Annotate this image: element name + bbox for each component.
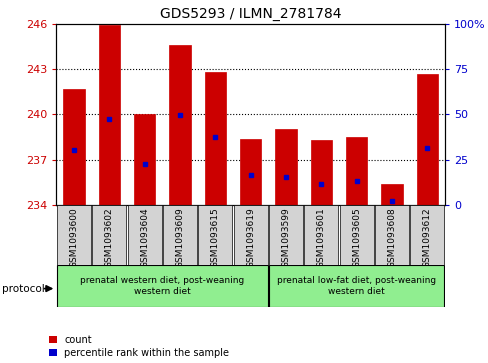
- Bar: [63, 89, 84, 205]
- Text: protocol: protocol: [2, 284, 45, 294]
- Text: GSM1093604: GSM1093604: [140, 207, 149, 268]
- Bar: [240, 139, 261, 205]
- Text: GSM1093599: GSM1093599: [281, 207, 290, 268]
- Bar: [169, 45, 190, 205]
- Bar: [134, 114, 155, 205]
- Bar: [339, 205, 373, 265]
- Text: GSM1093612: GSM1093612: [422, 207, 431, 268]
- Bar: [275, 130, 296, 205]
- Bar: [99, 25, 120, 205]
- Text: GSM1093605: GSM1093605: [351, 207, 361, 268]
- Bar: [57, 205, 91, 265]
- Bar: [57, 265, 267, 307]
- Bar: [310, 140, 331, 205]
- Bar: [381, 184, 402, 205]
- Text: GSM1093601: GSM1093601: [316, 207, 325, 268]
- Bar: [346, 137, 366, 205]
- Bar: [127, 205, 161, 265]
- Text: GSM1093600: GSM1093600: [69, 207, 78, 268]
- Bar: [304, 205, 338, 265]
- Bar: [409, 205, 444, 265]
- Bar: [374, 205, 408, 265]
- Bar: [198, 205, 232, 265]
- Text: GSM1093609: GSM1093609: [175, 207, 184, 268]
- Legend: count, percentile rank within the sample: count, percentile rank within the sample: [49, 335, 229, 358]
- Bar: [268, 265, 444, 307]
- Text: prenatal low-fat diet, post-weaning
western diet: prenatal low-fat diet, post-weaning west…: [277, 276, 435, 295]
- Bar: [163, 205, 197, 265]
- Bar: [268, 205, 302, 265]
- Bar: [233, 205, 267, 265]
- Bar: [204, 72, 225, 205]
- Text: GSM1093619: GSM1093619: [245, 207, 255, 268]
- Bar: [92, 205, 126, 265]
- Text: prenatal western diet, post-weaning
western diet: prenatal western diet, post-weaning west…: [80, 276, 244, 295]
- Text: GSM1093602: GSM1093602: [104, 207, 114, 268]
- Text: GSM1093615: GSM1093615: [210, 207, 219, 268]
- Text: GSM1093608: GSM1093608: [386, 207, 396, 268]
- Bar: [416, 73, 437, 205]
- Title: GDS5293 / ILMN_2781784: GDS5293 / ILMN_2781784: [160, 7, 341, 21]
